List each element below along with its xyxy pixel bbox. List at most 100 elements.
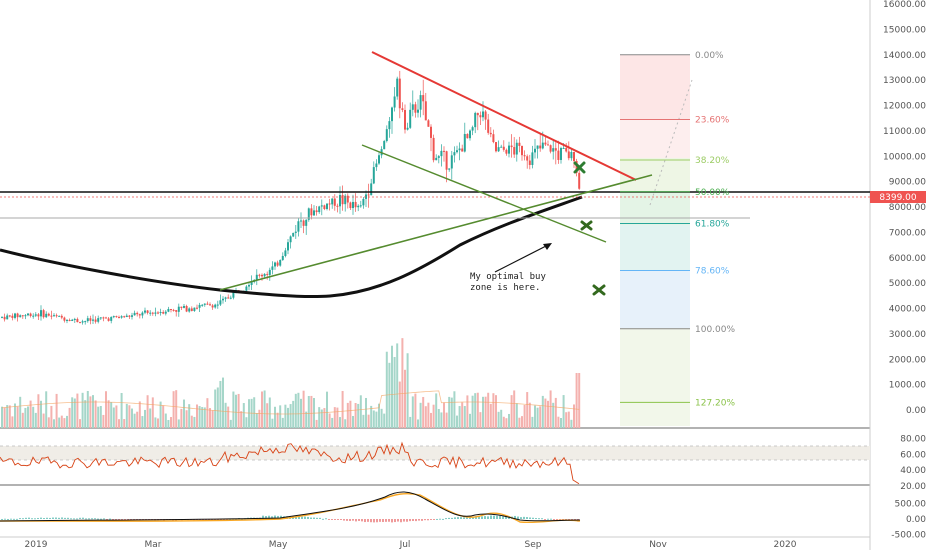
volume-bar	[99, 405, 102, 428]
candle-body	[222, 298, 224, 301]
candle-body	[294, 231, 297, 233]
candle-body	[341, 195, 344, 205]
fib-level-label: 38.20%	[695, 156, 730, 166]
volume-bar	[492, 393, 495, 428]
macd-histogram-bar	[421, 519, 423, 521]
candle-body	[331, 198, 334, 205]
volume-bar	[151, 397, 154, 428]
candle-body	[406, 127, 409, 130]
candle-body	[42, 310, 45, 318]
candle-body	[97, 318, 100, 322]
volume-bar	[554, 397, 557, 428]
macd-histogram-bar	[10, 518, 12, 520]
time-tick-label: 2020	[774, 540, 797, 550]
candle-body	[123, 316, 126, 318]
volume-bar	[367, 414, 370, 428]
volume-bar	[115, 405, 118, 428]
macd-histogram-bar	[7, 518, 9, 520]
candle-body	[432, 137, 435, 161]
fib-zone-red	[620, 55, 690, 120]
volume-bar	[562, 395, 565, 428]
candle-body	[487, 119, 490, 133]
candle-body	[37, 314, 40, 317]
candle-body	[263, 273, 266, 277]
candle-body	[578, 172, 581, 189]
candle-body	[71, 319, 74, 322]
candle-body	[505, 149, 508, 154]
volume-bar	[432, 404, 435, 428]
macd-histogram-bar	[541, 518, 543, 520]
price-tick-label: 1000.00	[889, 381, 926, 391]
volume-bar	[320, 409, 323, 428]
candle-body	[19, 315, 22, 318]
volume-bar	[380, 408, 383, 428]
volume-bar	[172, 391, 175, 428]
macd-histogram-bar	[277, 515, 279, 519]
candle-body	[570, 151, 573, 159]
candle-body	[362, 198, 365, 206]
volume-bar	[565, 412, 568, 428]
price-axis: 16000.00 15000.00 14000.00 13000.00 12000.00…	[883, 0, 926, 416]
macd-histogram-bar	[22, 518, 24, 520]
macd-histogram-bar	[19, 518, 21, 520]
volume-bar	[365, 397, 367, 428]
volume-bar	[378, 403, 380, 428]
volume-bar	[177, 419, 180, 428]
candle-body	[531, 152, 534, 165]
volume-bar	[188, 404, 191, 428]
volume-bar	[541, 395, 544, 428]
volume-bar	[1, 406, 3, 428]
macd-histogram-bar	[112, 519, 114, 520]
macd-histogram-bar	[25, 517, 27, 519]
macd-histogram-bar	[298, 516, 300, 519]
candle-body	[450, 155, 453, 169]
candle-body	[560, 148, 562, 160]
candle-body	[115, 316, 118, 318]
volume-bar	[198, 406, 201, 428]
volume-bar	[463, 406, 466, 428]
candle-body	[383, 141, 386, 150]
volume-bar	[222, 377, 224, 428]
volume-bar	[443, 402, 445, 428]
candle-body	[354, 201, 357, 208]
fib-zone-pink	[620, 120, 690, 158]
fib-zone-teal	[620, 225, 690, 270]
volume-bar	[518, 417, 521, 428]
macd-histogram-bar	[268, 515, 270, 519]
candle-body	[206, 303, 209, 305]
candle-body	[14, 313, 16, 318]
volume-bar	[73, 398, 76, 428]
candle-body	[27, 313, 29, 316]
volume-bar	[159, 401, 162, 428]
volume-bar	[372, 410, 375, 428]
volume-bar	[440, 412, 443, 428]
volume-bar	[471, 395, 474, 428]
volume-bar	[227, 406, 230, 428]
fib-levels: 0.00% 23.60% 38.20% 50.00% 61.80% 78.60% 100.0…	[620, 51, 735, 408]
candle-body	[159, 312, 162, 314]
candle-body	[313, 210, 315, 216]
volume-bar	[149, 408, 152, 428]
candle-body	[453, 152, 456, 156]
candle-body	[440, 150, 443, 157]
price-tick-label: 10000.00	[883, 152, 926, 162]
macd-histogram-bar	[55, 517, 57, 519]
volume-bar	[154, 417, 157, 428]
macd-histogram-bar	[424, 519, 426, 521]
candle-body	[344, 195, 347, 205]
fib-zone-green	[620, 193, 690, 225]
time-tick-label: Nov	[649, 540, 667, 550]
price-tick-label: 2000.00	[889, 355, 926, 365]
candle-body	[534, 148, 536, 153]
candle-body	[445, 151, 448, 170]
volume-bar	[118, 419, 120, 428]
macd-histogram-bar	[436, 518, 438, 520]
candle-body	[209, 304, 211, 306]
volume-bar	[235, 394, 237, 428]
candle-body	[497, 147, 500, 152]
time-tick-label: 2019	[25, 540, 48, 550]
macd-histogram-bar	[415, 519, 417, 522]
macd-histogram-bar	[529, 517, 531, 519]
volume-bar	[29, 400, 32, 428]
